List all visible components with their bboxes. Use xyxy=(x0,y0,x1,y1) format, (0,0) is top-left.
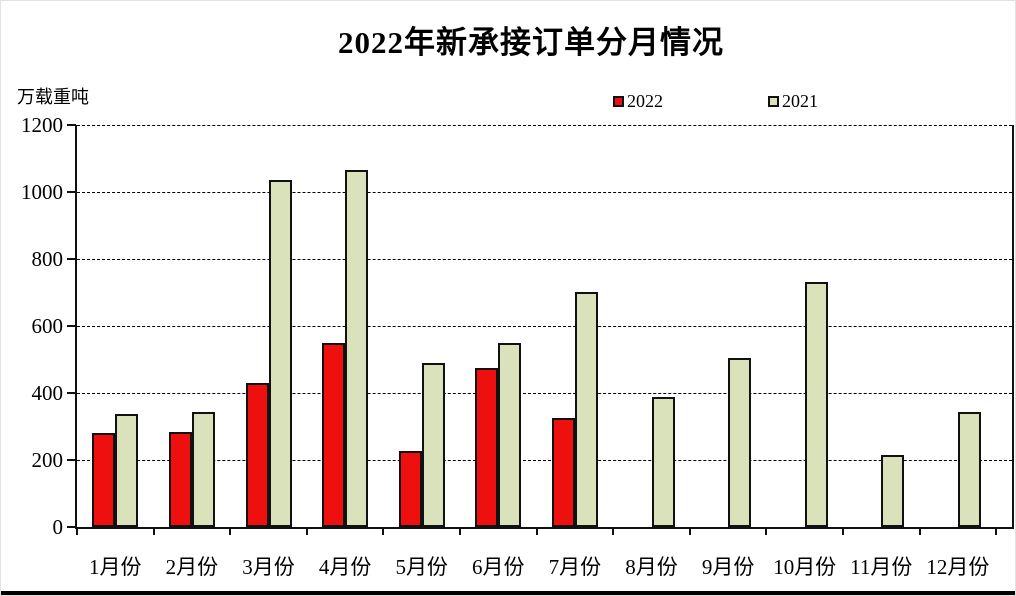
x-axis-tick-mark-6 xyxy=(535,529,538,535)
legend-label-2021: 2021 xyxy=(782,91,818,111)
x-axis-label-month-9: 9月份 xyxy=(701,555,755,579)
gridline-600 xyxy=(77,326,1012,327)
y-axis-tick-mark-400 xyxy=(67,392,76,394)
x-axis-tick-mark-0 xyxy=(76,529,78,535)
x-axis-tick-mark-7 xyxy=(612,529,615,535)
y-axis-tick-label-0: 0 xyxy=(52,515,64,539)
y-axis-tick-mark-1000 xyxy=(67,191,76,193)
gridline-800 xyxy=(77,259,1012,260)
bar-2022-month-3 xyxy=(245,383,269,527)
y-axis-tick-label-1000: 1000 xyxy=(21,180,63,204)
bar-2021-month-8 xyxy=(651,397,675,527)
gridline-400 xyxy=(77,393,1012,394)
x-axis-label-month-8: 8月份 xyxy=(625,555,678,579)
x-axis-tick-mark-2 xyxy=(229,529,232,535)
bar-2022-month-7 xyxy=(551,418,575,527)
gridline-200 xyxy=(77,460,1012,461)
x-axis-label-month-3: 3月份 xyxy=(242,555,295,579)
bar-2021-month-2 xyxy=(191,412,215,527)
bar-2021-month-5 xyxy=(421,363,445,527)
bar-2021-month-9 xyxy=(728,358,752,527)
plot-area xyxy=(75,125,1014,529)
x-axis-tick-mark-3 xyxy=(305,529,308,535)
x-axis-tick-mark-10 xyxy=(842,529,844,535)
y-axis-tick-label-1200: 1200 xyxy=(21,113,63,137)
y-axis-tick-mark-600 xyxy=(67,325,76,327)
bar-2022-month-1 xyxy=(92,433,116,527)
legend-swatch-2022-icon xyxy=(613,95,624,107)
x-axis-tick-mark-5 xyxy=(459,529,461,535)
bar-2021-month-11 xyxy=(881,455,905,527)
x-axis-label-month-12: 12月份 xyxy=(926,555,990,579)
legend-label-2022: 2022 xyxy=(627,91,663,111)
x-axis-tick-mark-9 xyxy=(765,529,768,535)
y-axis-tick-label-200: 200 xyxy=(31,448,64,472)
x-axis-tick-mark-12 xyxy=(995,529,998,535)
x-axis-tick-mark-8 xyxy=(688,529,691,535)
x-axis-label-month-2: 2月份 xyxy=(165,555,219,579)
y-axis-tick-mark-1200 xyxy=(67,124,76,126)
x-axis-label-month-11: 11月份 xyxy=(850,555,913,579)
y-axis-tick-mark-0 xyxy=(67,526,76,528)
bar-2021-month-1 xyxy=(115,414,139,527)
y-axis-tick-mark-200 xyxy=(67,459,76,461)
bar-2021-month-4 xyxy=(345,170,369,527)
y-axis-unit-label: 万载重吨 xyxy=(17,87,89,107)
gridline-1200 xyxy=(77,125,1012,126)
x-axis-tick-mark-11 xyxy=(918,529,921,535)
bar-2021-month-10 xyxy=(804,282,828,527)
legend-swatch-2021-icon xyxy=(768,95,779,107)
x-axis-tick-mark-4 xyxy=(382,529,385,535)
x-axis-label-month-5: 5月份 xyxy=(395,555,448,579)
bar-2022-month-6 xyxy=(475,368,499,527)
x-axis-label-month-1: 1月份 xyxy=(89,555,142,579)
image-bottom-border xyxy=(1,591,1015,595)
bar-2022-month-5 xyxy=(398,451,422,527)
x-axis-label-month-4: 4月份 xyxy=(318,555,372,579)
bar-2021-month-3 xyxy=(268,180,292,527)
chart-title: 2022年新承接订单分月情况 xyxy=(338,25,724,60)
x-axis-tick-mark-1 xyxy=(152,529,155,535)
legend-item-2021: 2021 xyxy=(768,91,818,111)
y-axis-tick-label-800: 800 xyxy=(31,247,64,271)
bar-2021-month-7 xyxy=(574,292,598,527)
bar-2022-month-2 xyxy=(168,432,192,527)
x-axis-label-month-7: 7月份 xyxy=(548,555,602,579)
x-axis-label-month-6: 6月份 xyxy=(472,555,525,579)
y-axis-tick-label-600: 600 xyxy=(31,314,64,338)
legend-item-2022: 2022 xyxy=(613,91,663,111)
bar-2021-month-6 xyxy=(498,343,522,527)
y-axis-tick-label-400: 400 xyxy=(31,381,64,405)
x-axis-label-month-10: 10月份 xyxy=(773,555,837,579)
y-axis-tick-mark-800 xyxy=(67,258,76,260)
bar-2021-month-12 xyxy=(957,412,981,527)
gridline-1000 xyxy=(77,192,1012,193)
bar-2022-month-4 xyxy=(322,343,346,527)
